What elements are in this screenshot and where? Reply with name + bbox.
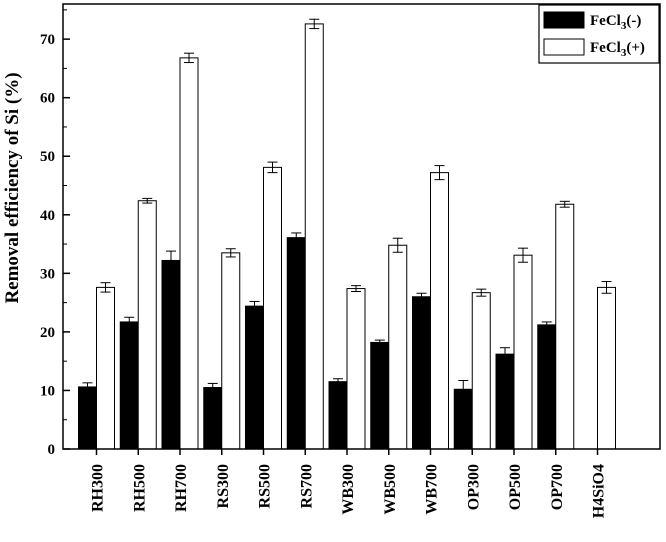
error-bar-fecl3-minus-op500 xyxy=(500,347,510,362)
bar-fecl3-minus-wb700 xyxy=(412,296,431,450)
y-tick-label-40: 40 xyxy=(40,208,55,224)
legend: FeCl3(-)FeCl3(+) xyxy=(538,4,660,64)
legend-swatch-fecl3-plus xyxy=(543,38,585,56)
bar-fecl3-minus-rh700 xyxy=(161,259,181,450)
y-tick-label-20: 20 xyxy=(40,325,55,341)
bar-fecl3-minus-op700 xyxy=(537,324,557,450)
error-bar-fecl3-plus-wb700 xyxy=(434,165,445,181)
error-bar-fecl3-plus-rh500 xyxy=(142,197,153,204)
x-tick-label-op500: OP500 xyxy=(507,464,524,510)
error-bar-fecl3-plus-op700 xyxy=(559,200,570,208)
bar-fecl3-minus-rh300 xyxy=(78,386,97,450)
x-tick-label-rh300: RH300 xyxy=(90,464,107,512)
legend-label-base: FeCl xyxy=(590,13,621,29)
error-bar-fecl3-plus-rh300 xyxy=(100,282,111,293)
y-tick-label-30: 30 xyxy=(40,266,55,282)
x-tick-label-wb500: WB500 xyxy=(382,464,399,515)
error-bar-fecl3-minus-rs700 xyxy=(291,232,302,243)
bar-fecl3-minus-wb500 xyxy=(370,341,390,450)
error-bars-layer xyxy=(82,18,612,399)
error-bar-fecl3-plus-op500 xyxy=(518,247,528,263)
x-tick-labels: RH300 RH500 RH700 RS300 RS500 RS700 WB300 WB500… xyxy=(90,464,608,518)
x-tick-label-op300: OP300 xyxy=(465,464,482,510)
bar-fecl3-minus-rs500 xyxy=(245,305,264,450)
legend-label-subscript: 3 xyxy=(621,20,627,32)
bar-fecl3-plus-wb700 xyxy=(430,172,449,450)
y-tick-label-0: 0 xyxy=(48,442,56,458)
x-tick-label-rh500: RH500 xyxy=(131,464,148,512)
bar-fecl3-minus-rs300 xyxy=(203,387,223,450)
error-bar-fecl3-minus-wb300 xyxy=(333,378,343,386)
legend-label-subscript: 3 xyxy=(621,47,627,59)
bar-fecl3-plus-wb500 xyxy=(388,244,408,450)
y-tick-label-60: 60 xyxy=(40,91,55,107)
error-bar-fecl3-minus-wb500 xyxy=(374,339,385,346)
y-tick-label-50: 50 xyxy=(40,149,55,165)
bar-fecl3-plus-op700 xyxy=(555,203,575,450)
bar-fecl3-minus-op500 xyxy=(495,353,515,450)
plot-frame xyxy=(62,3,661,450)
error-bar-fecl3-plus-op300 xyxy=(476,288,487,297)
x-tick-label-op700: OP700 xyxy=(549,464,566,510)
x-tick-label-rs700: RS700 xyxy=(298,464,315,508)
error-bar-fecl3-minus-rs300 xyxy=(207,382,218,393)
bar-fecl3-plus-op300 xyxy=(471,292,491,450)
error-bar-fecl3-minus-rh300 xyxy=(82,382,93,392)
error-bar-fecl3-plus-rs300 xyxy=(225,248,236,258)
y-axis-label: Removal efficiency of Si (%) xyxy=(2,72,23,303)
legend-label-fecl3-plus: FeCl3(+) xyxy=(590,40,645,59)
bar-fecl3-plus-h4sio4 xyxy=(597,286,616,450)
y-tick-label-10: 10 xyxy=(40,383,55,399)
error-bar-fecl3-minus-rh700 xyxy=(166,250,176,271)
bar-fecl3-plus-rs700 xyxy=(304,23,324,450)
x-tick-label-wb700: WB700 xyxy=(424,464,441,515)
error-bar-fecl3-plus-h4sio4 xyxy=(601,281,612,294)
bars-layer xyxy=(78,23,616,450)
bar-fecl3-minus-wb300 xyxy=(328,381,348,450)
legend-label-suffix: (-) xyxy=(626,13,641,29)
bar-fecl3-minus-rh500 xyxy=(119,321,139,450)
error-bar-fecl3-minus-wb700 xyxy=(416,292,427,301)
legend-label-suffix: (+) xyxy=(626,40,645,56)
error-bar-fecl3-minus-rs500 xyxy=(249,300,260,312)
bar-fecl3-plus-rs300 xyxy=(221,252,241,450)
bar-fecl3-plus-rh300 xyxy=(96,286,115,450)
bar-fecl3-plus-rh500 xyxy=(137,200,157,450)
legend-label-fecl3-minus: FeCl3(-) xyxy=(590,13,641,32)
bar-fecl3-plus-wb300 xyxy=(346,288,366,450)
x-tick-label-h4sio4: H4SiO4 xyxy=(591,464,608,518)
x-tick-label-wb300: WB300 xyxy=(340,464,357,515)
error-bar-fecl3-plus-wb500 xyxy=(392,237,403,253)
x-tick-label-rs500: RS500 xyxy=(257,464,274,508)
error-bar-fecl3-minus-rh500 xyxy=(124,316,135,328)
error-bar-fecl3-minus-op700 xyxy=(541,321,552,329)
y-tick-labels: 0 10 20 30 40 50 60 70 xyxy=(40,32,55,458)
error-bar-fecl3-plus-rh700 xyxy=(184,52,194,64)
x-tick-label-rh700: RH700 xyxy=(173,464,190,512)
error-bar-fecl3-minus-op300 xyxy=(458,379,469,399)
bar-fecl3-plus-op500 xyxy=(513,254,533,450)
bar-fecl3-plus-rs500 xyxy=(263,166,282,450)
error-bar-fecl3-plus-wb300 xyxy=(351,285,361,292)
x-tick-label-rs300: RS300 xyxy=(215,464,232,508)
axes-layer xyxy=(62,3,661,455)
legend-label-base: FeCl xyxy=(590,40,621,56)
bar-fecl3-plus-rh700 xyxy=(179,57,199,450)
y-tick-label-70: 70 xyxy=(40,32,55,48)
error-bar-fecl3-plus-rs500 xyxy=(267,161,278,174)
error-bar-fecl3-plus-rs700 xyxy=(309,18,320,30)
bar-fecl3-minus-rs700 xyxy=(286,237,306,450)
legend-swatch-fecl3-minus xyxy=(543,11,585,29)
